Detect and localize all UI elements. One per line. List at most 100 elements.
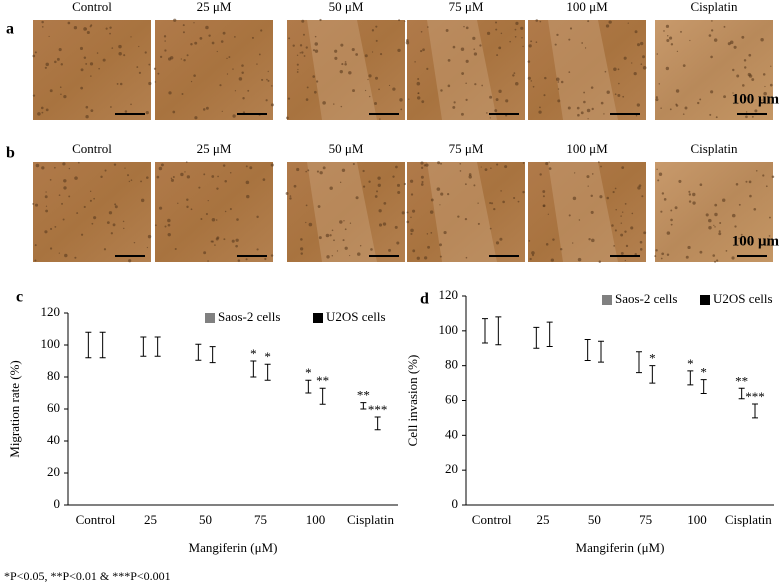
cell [208,34,211,37]
column-label: 50 μM [329,141,364,156]
cell [395,165,398,169]
cell [329,186,333,190]
cell [308,222,313,227]
cell [396,241,400,245]
cell [305,98,309,101]
cell [543,94,546,97]
cell [400,108,403,111]
cell [495,28,498,31]
cell [733,45,737,49]
cell [559,247,563,251]
y-tick-label: 60 [445,391,458,406]
cell [174,247,177,251]
legend-label: U2OS cells [713,291,773,306]
cell [521,37,523,39]
cell [405,41,410,45]
cell [219,84,222,87]
cell [85,105,89,109]
significance: * [700,365,707,380]
cell [605,24,610,28]
cell [223,238,226,241]
cell [414,61,416,63]
panel-label: d [420,291,429,308]
cell [453,101,456,104]
cell [624,202,627,205]
cell [445,29,449,32]
cell [299,44,303,47]
micrograph [655,20,773,120]
cell [267,70,269,73]
cell [45,205,48,207]
cell [587,118,589,120]
cell [214,244,216,246]
cell [624,259,626,262]
cell [83,27,87,31]
cell [170,178,175,182]
cell [377,183,381,187]
cell [348,71,352,75]
cell [660,107,662,109]
cell [211,218,216,222]
cell [164,225,167,228]
cell [85,115,89,119]
cell [552,238,555,241]
cell [429,210,434,214]
cell [674,206,678,210]
cell [410,216,412,219]
cell [617,68,620,71]
cell [289,197,292,200]
cell [408,98,410,100]
cell [424,256,428,260]
cell [714,260,717,263]
column-label: 75 μM [449,141,484,156]
cell [200,217,203,220]
cell [500,190,502,192]
cell [264,257,267,261]
cell [49,89,53,93]
cell [688,193,692,196]
cell [447,192,450,196]
cell [447,84,451,88]
cell [410,232,413,236]
cell [514,35,517,38]
cell [587,20,590,23]
cell [583,100,586,104]
cell [130,103,132,106]
cell [504,165,508,169]
cell [614,229,617,232]
cell [732,92,734,94]
cell [383,201,387,205]
cell [158,166,163,171]
cell [498,89,502,93]
cell [615,209,617,211]
cell [572,196,577,201]
cell [661,252,665,256]
cell [163,35,167,38]
cell [603,113,605,115]
cell [754,109,758,113]
cell [461,72,465,75]
cell [513,72,516,75]
cell [675,104,679,107]
cell [598,260,602,263]
cell [89,199,92,202]
cell [588,238,591,241]
cell [747,240,751,244]
cell [35,163,40,168]
x-tick-label: 100 [687,512,707,527]
cell [484,168,488,172]
panel-label: b [6,145,15,162]
cell [410,228,414,233]
cell [331,229,334,232]
cell [123,227,125,230]
cell [560,80,564,84]
cell [687,245,691,250]
cell [530,80,533,82]
cell [357,252,361,256]
cell [748,53,752,57]
cell [578,219,581,221]
cell [266,78,268,81]
y-tick-label: 20 [47,464,60,479]
panel-label: c [16,289,23,306]
cell [631,212,634,215]
